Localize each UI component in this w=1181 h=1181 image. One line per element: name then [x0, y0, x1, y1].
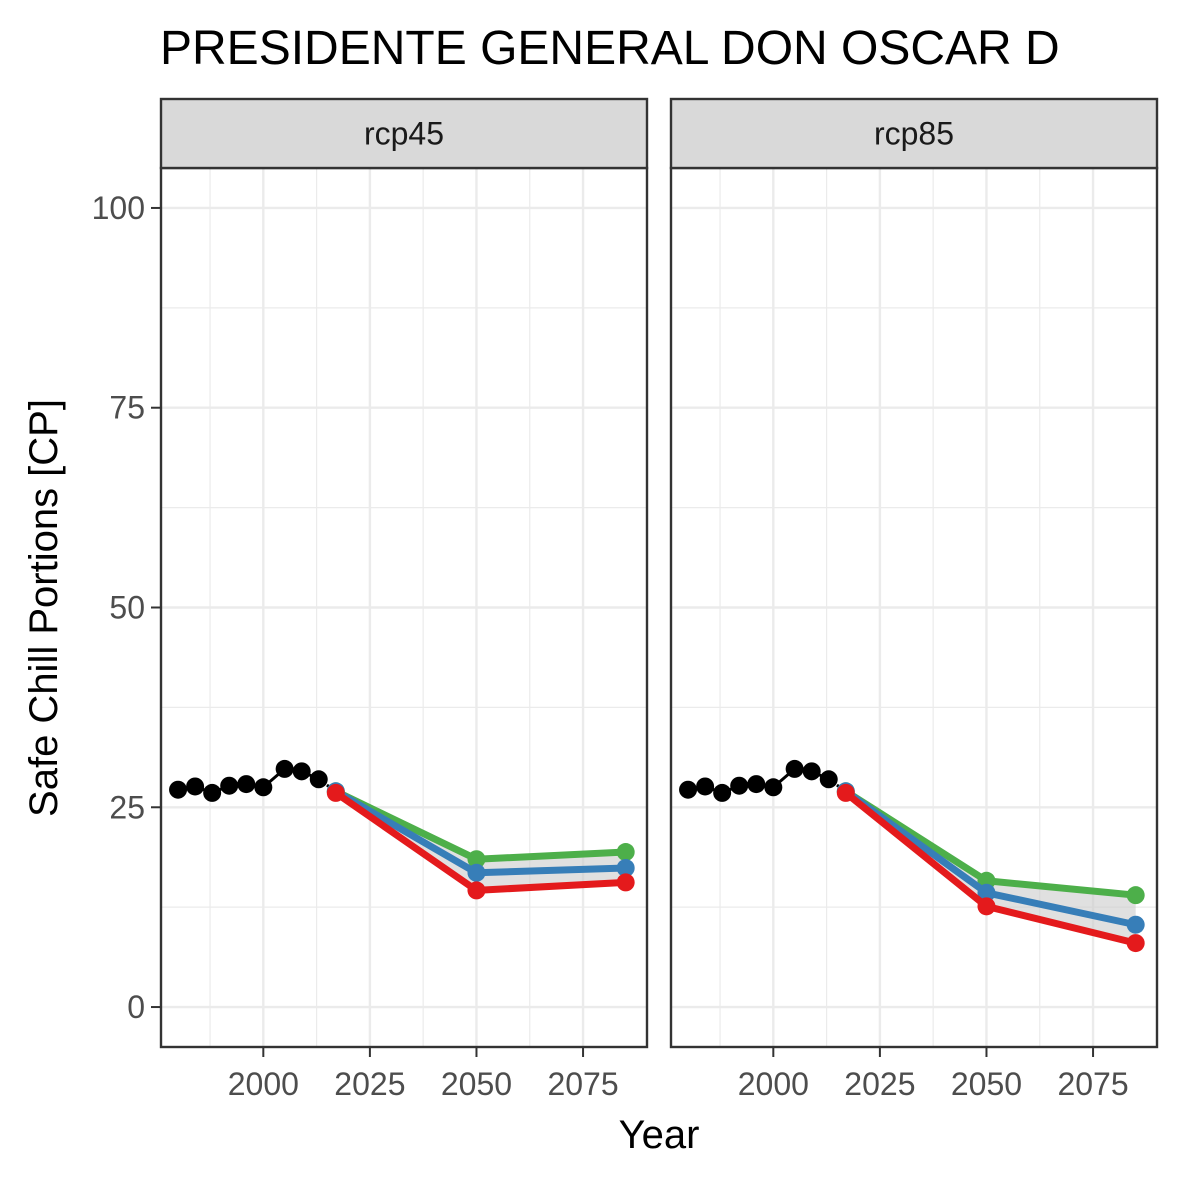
- y-axis-title: Safe Chill Portions [CP]: [22, 399, 66, 817]
- x-tick-label: 2025: [334, 1066, 405, 1102]
- x-tick-label: 2075: [547, 1066, 618, 1102]
- x-tick-label: 2025: [844, 1066, 915, 1102]
- historical-point: [220, 776, 239, 795]
- facet-panels: 0 25 50 75 100 rcp45 2000 2025 2050 2075 rcp85 2000…: [92, 97, 1159, 1102]
- historical-point: [275, 759, 294, 778]
- series-point-lower: [977, 897, 996, 916]
- y-tick-label: 0: [127, 989, 145, 1025]
- x-tick-label: 2000: [738, 1066, 809, 1102]
- series-point-lower: [326, 783, 345, 802]
- series-point-median: [1126, 915, 1145, 934]
- x-axis-title: Year: [619, 1113, 700, 1157]
- facet-strip: [159, 97, 649, 170]
- series-point-median: [616, 859, 635, 878]
- series-point-lower: [467, 881, 486, 900]
- series-point-upper: [1126, 886, 1145, 905]
- series-point-median: [977, 883, 996, 902]
- historical-point: [713, 783, 732, 802]
- panel-rcp85: rcp85 2000 2025 2050 2075: [669, 97, 1159, 1102]
- facet-strip-label: rcp45: [364, 116, 444, 152]
- series-point-lower: [836, 783, 855, 802]
- projection-ribbon: [335, 791, 626, 891]
- historical-point: [747, 775, 766, 794]
- historical-point: [730, 776, 749, 795]
- historical-point: [186, 777, 205, 796]
- historical-point: [764, 778, 783, 797]
- historical-point: [819, 770, 838, 789]
- y-tick-label: 75: [109, 390, 145, 426]
- facet-strip-label: rcp85: [874, 116, 954, 152]
- series-point-upper: [616, 843, 635, 862]
- x-tick-label: 2075: [1057, 1066, 1128, 1102]
- historical-point: [785, 759, 804, 778]
- projection-ribbon: [845, 791, 1136, 944]
- historical-point: [169, 780, 188, 799]
- panel-rcp45: rcp45 2000 2025 2050 2075: [159, 97, 649, 1102]
- historical-point: [254, 778, 273, 797]
- historical-point: [679, 780, 698, 799]
- historical-point: [292, 762, 311, 781]
- x-tick-label: 2000: [228, 1066, 299, 1102]
- y-tick-label: 50: [109, 590, 145, 626]
- historical-point: [696, 777, 715, 796]
- historical-point: [309, 770, 328, 789]
- y-tick-label: 25: [109, 789, 145, 825]
- chart-title: PRESIDENTE GENERAL DON OSCAR D: [160, 22, 1060, 75]
- historical-point: [802, 762, 821, 781]
- series-point-lower: [616, 873, 635, 892]
- series-point-lower: [1126, 934, 1145, 953]
- historical-point: [237, 775, 256, 794]
- facet-strip: [669, 97, 1159, 170]
- historical-point: [203, 783, 222, 802]
- x-tick-label: 2050: [441, 1066, 512, 1102]
- series-point-upper: [467, 850, 486, 869]
- y-tick-label: 100: [92, 190, 145, 226]
- series-point-median: [467, 863, 486, 882]
- x-tick-label: 2050: [951, 1066, 1022, 1102]
